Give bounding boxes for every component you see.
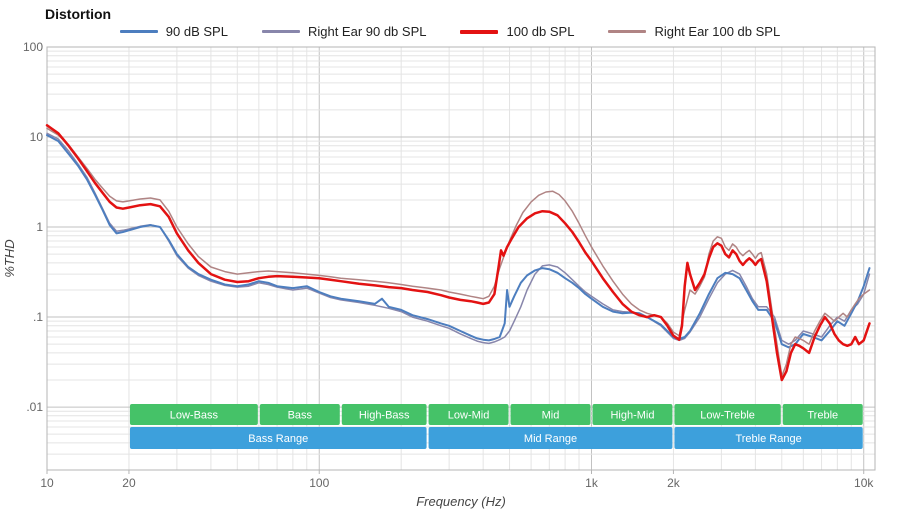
svg-text:Mid Range: Mid Range [524, 433, 577, 445]
band-treble[interactable]: Treble [782, 404, 863, 425]
legend-swatch [261, 30, 300, 33]
chart-title: Distortion [45, 6, 112, 22]
svg-text:Treble Range: Treble Range [735, 433, 801, 445]
y-tick-label: 100 [23, 40, 43, 54]
legend-item-3[interactable]: Right Ear 100 db SPL [608, 24, 780, 39]
x-tick-label: 2k [667, 476, 681, 490]
series-line-2 [45, 124, 871, 382]
svg-text:Low-Bass: Low-Bass [170, 410, 219, 422]
axes: 10 20 100 1k 2k 10k 100 10 1 .1 .01 [23, 40, 874, 490]
svg-text:High-Bass: High-Bass [359, 410, 410, 422]
svg-text:Low-Treble: Low-Treble [700, 410, 755, 422]
series-line-1 [46, 132, 871, 345]
band-mid[interactable]: Mid [510, 404, 591, 425]
y-tick-label: .1 [33, 310, 43, 324]
legend-item-2[interactable]: 100 db SPL [460, 24, 574, 39]
legend-label: 90 dB SPL [165, 24, 228, 39]
band-low-mid[interactable]: Low-Mid [428, 404, 509, 425]
range-bands: Low-Bass Bass High-Bass Low-Mid Mid High-Mid L… [129, 404, 863, 449]
y-axis-title: %THD [2, 239, 17, 277]
y-tick-label: 1 [36, 220, 43, 234]
svg-text:Low-Mid: Low-Mid [448, 410, 490, 422]
band-high-mid[interactable]: High-Mid [592, 404, 673, 425]
x-tick-label: 100 [309, 476, 329, 490]
legend-label: 100 db SPL [506, 24, 575, 39]
legend-swatch [460, 29, 499, 34]
x-axis-title: Frequency (Hz) [416, 494, 506, 509]
band-mid-range[interactable]: Mid Range [428, 427, 673, 449]
x-tick-label: 10k [854, 476, 874, 490]
series-line-0 [46, 134, 871, 349]
x-tick-label: 1k [585, 476, 599, 490]
series-lines [45, 124, 871, 382]
band-bass-range[interactable]: Bass Range [129, 427, 427, 449]
x-tick-label: 10 [40, 476, 54, 490]
legend-item-1[interactable]: Right Ear 90 db SPL [261, 24, 427, 39]
plot-border [46, 46, 876, 471]
svg-text:Bass Range: Bass Range [248, 433, 308, 445]
band-high-bass[interactable]: High-Bass [341, 404, 427, 425]
y-tick-label: .01 [26, 400, 43, 414]
svg-text:Treble: Treble [807, 410, 838, 422]
chart-legend: 90 dB SPL Right Ear 90 db SPL 100 db SPL Ri… [0, 24, 900, 39]
band-low-treble[interactable]: Low-Treble [674, 404, 781, 425]
legend-item-0[interactable]: 90 dB SPL [119, 24, 228, 39]
legend-swatch [608, 30, 647, 33]
x-tick-label: 20 [122, 476, 136, 490]
legend-label: Right Ear 90 db SPL [307, 24, 427, 39]
band-bass[interactable]: Bass [259, 404, 340, 425]
band-treble-range[interactable]: Treble Range [674, 427, 863, 449]
series-line-3 [46, 127, 871, 378]
legend-swatch [119, 30, 158, 33]
svg-text:Mid: Mid [542, 410, 560, 422]
legend-label: Right Ear 100 db SPL [654, 24, 781, 39]
band-low-bass[interactable]: Low-Bass [129, 404, 258, 425]
svg-text:High-Mid: High-Mid [610, 410, 654, 422]
svg-text:Bass: Bass [288, 410, 313, 422]
y-tick-label: 10 [30, 130, 44, 144]
